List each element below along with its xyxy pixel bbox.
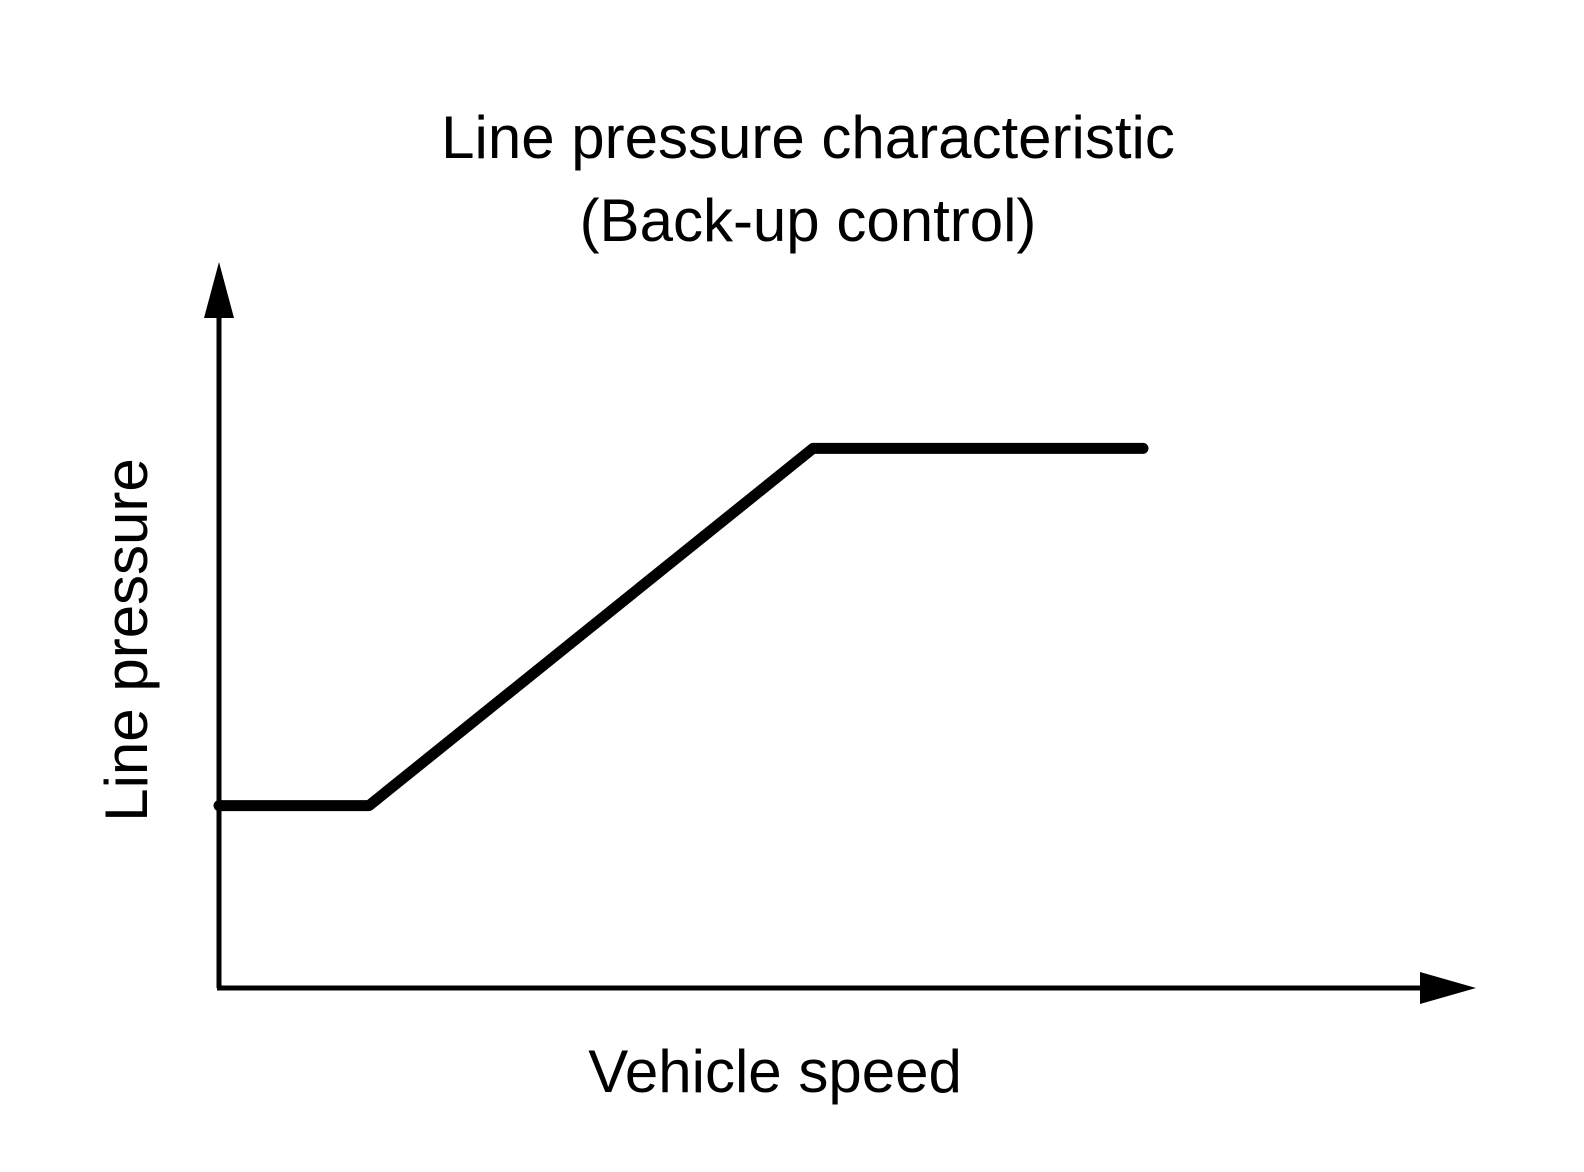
chart-title-line-2: (Back-up control) [580, 187, 1037, 254]
chart-title-line-1: Line pressure characteristic [441, 104, 1175, 171]
series-group [213, 442, 1149, 812]
y-axis-arrow-icon [204, 262, 234, 318]
x-axis-label: Vehicle speed [588, 1038, 962, 1105]
x-axis-arrow-icon [1420, 972, 1476, 1004]
series-line-1 [213, 442, 1149, 812]
y-axis-label: Line pressure [93, 458, 160, 822]
